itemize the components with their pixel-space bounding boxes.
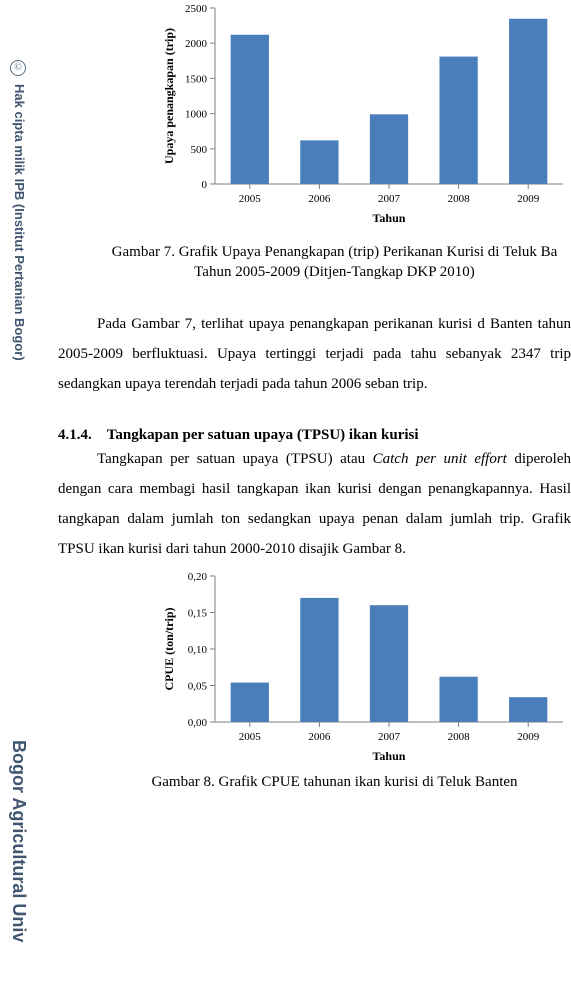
watermark-text-1: Hak cipta milik IPB (Institut Pertanian … — [12, 84, 27, 361]
chart-2: 0,00 0,05 0,10 0,15 0,20 2005 2006 2007 2008 2009… — [143, 568, 571, 768]
svg-text:2005: 2005 — [239, 193, 261, 205]
svg-text:2007: 2007 — [378, 193, 401, 205]
svg-text:0,10: 0,10 — [188, 644, 208, 656]
svg-text:1500: 1500 — [185, 73, 208, 85]
svg-text:0,05: 0,05 — [188, 680, 208, 692]
svg-text:Tahun: Tahun — [373, 211, 406, 225]
svg-text:2009: 2009 — [517, 193, 540, 205]
svg-text:2009: 2009 — [517, 731, 540, 743]
para2-pre: Tangkapan per satuan upaya (TPSU) atau — [97, 451, 373, 467]
svg-text:0,20: 0,20 — [188, 571, 208, 583]
figure-7-caption: Gambar 7. Grafik Upaya Penangkapan (trip… — [98, 242, 571, 283]
paragraph-1: Pada Gambar 7, terlihat upaya penangkapa… — [58, 309, 571, 399]
svg-text:2006: 2006 — [308, 731, 331, 743]
svg-text:2008: 2008 — [448, 193, 471, 205]
paragraph-2: Tangkapan per satuan upaya (TPSU) atau C… — [58, 444, 571, 564]
svg-text:0: 0 — [202, 179, 208, 191]
chart-2-container: 0,00 0,05 0,10 0,15 0,20 2005 2006 2007 2008 2009… — [143, 568, 571, 768]
watermark-text-2: Bogor Agricultural Univ — [8, 740, 29, 942]
svg-text:2005: 2005 — [239, 731, 261, 743]
figure-8-caption: Gambar 8. Grafik CPUE tahunan ikan kuris… — [98, 774, 571, 791]
svg-text:0,00: 0,00 — [188, 717, 208, 729]
watermark-strip: © Hak cipta milik IPB (Institut Pertania… — [0, 0, 36, 994]
page-content: 0 500 1000 1500 2000 2500 2005 2006 2007 2008 2009… — [0, 0, 571, 791]
svg-text:0,15: 0,15 — [188, 607, 208, 619]
svg-text:Tahun: Tahun — [373, 749, 406, 763]
svg-text:2007: 2007 — [378, 731, 401, 743]
para2-italic: Catch per unit effort — [373, 451, 507, 467]
svg-text:2008: 2008 — [448, 731, 471, 743]
svg-text:Upaya penangkapan (trip): Upaya penangkapan (trip) — [162, 28, 176, 164]
svg-text:1000: 1000 — [185, 109, 208, 121]
chart-1-container: 0 500 1000 1500 2000 2500 2005 2006 2007 2008 2009… — [143, 0, 571, 230]
section-heading-4-1-4: 4.1.4. Tangkapan per satuan upaya (TPSU)… — [58, 427, 571, 444]
copyright-icon: © — [10, 60, 26, 76]
svg-text:500: 500 — [191, 144, 208, 156]
svg-text:2000: 2000 — [185, 38, 208, 50]
svg-text:2006: 2006 — [308, 193, 331, 205]
chart-1: 0 500 1000 1500 2000 2500 2005 2006 2007 2008 2009… — [143, 0, 571, 230]
svg-text:2500: 2500 — [185, 3, 208, 15]
svg-text:CPUE (ton/trip): CPUE (ton/trip) — [162, 607, 176, 690]
